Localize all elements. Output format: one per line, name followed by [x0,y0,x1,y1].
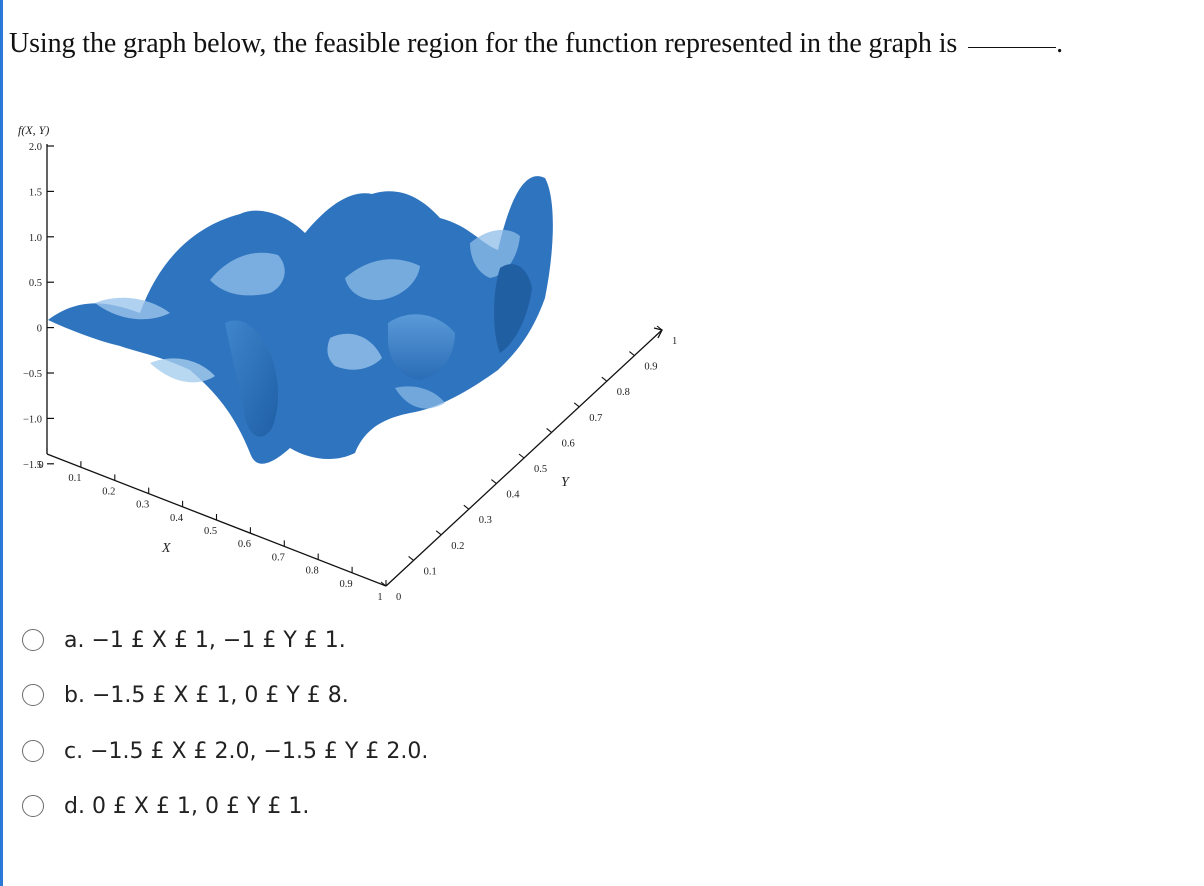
option-b[interactable]: b. −1.5 £ X £ 1, 0 £ Y £ 8. [22,677,349,713]
z-axis-label: f(X, Y) [18,123,49,137]
left-accent-bar [0,0,3,886]
x-tick-label: 0.9 [340,579,353,590]
y-tick-mark [656,325,663,331]
y-tick-label: 0.3 [479,515,492,526]
z-ticks: 2.0 1.5 1.0 0.5 0 −0.5 −1.0 −1.5 [23,142,54,471]
y-tick-mark [491,479,497,485]
surface-light-fold-1 [327,333,382,370]
x-ticks: 0 0.1 0.2 0.3 0.4 0.5 0.6 0.7 0.8 0.9 1 [38,448,387,603]
option-d[interactable]: d. 0 £ X £ 1, 0 £ Y £ 1. [22,788,309,824]
y-tick-label: 0.4 [506,490,520,501]
option-c-label: c. −1.5 £ X £ 2.0, −1.5 £ Y £ 2.0. [64,738,429,764]
option-a-label: a. −1 £ X £ 1, −1 £ Y £ 1. [64,627,346,653]
z-tick-label: 1.0 [29,233,42,244]
option-b-label: b. −1.5 £ X £ 1, 0 £ Y £ 8. [64,682,349,708]
question-end-mark: . [1056,28,1063,59]
radio-d[interactable] [22,795,44,817]
z-tick-label: −1.0 [23,414,42,425]
option-c[interactable]: c. −1.5 £ X £ 2.0, −1.5 £ Y £ 2.0. [22,733,428,769]
surface-dark-fold-1 [225,320,278,437]
surface-light-band-2 [345,259,420,301]
y-tick-mark [518,453,525,459]
y-tick-mark [463,504,470,510]
y-tick-mark [408,555,414,561]
surface-mesh [48,176,553,464]
y-tick-label: 0.9 [644,362,657,373]
surface-dark-fold-3 [494,264,532,353]
surface-plot-figure: 2.0 1.5 1.0 0.5 0 −0.5 −1.0 −1.5 0 0.1 0.2 0.3 0.4 0… [0,108,680,608]
option-d-label: d. 0 £ X £ 1, 0 £ Y £ 1. [64,793,310,819]
z-tick-label: 2.0 [29,142,42,153]
surface-light-fold-3 [395,386,445,409]
y-tick-label: 0.7 [589,413,602,424]
y-tick-label: 0 [396,592,401,603]
x-tick-label: 0.2 [102,486,115,497]
x-tick-label: 0.8 [306,566,319,577]
x-tick-label: 0.4 [170,513,184,524]
y-tick-mark [435,530,442,536]
z-tick-label: 0.5 [29,278,42,289]
surface-light-band-1 [210,252,285,296]
z-tick-label: −1.5 [23,460,42,471]
radio-c[interactable] [22,740,44,762]
radio-a[interactable] [22,629,44,651]
y-tick-label: 0.2 [451,541,464,552]
surface-back-band [48,176,553,464]
question-stem: Using the graph below, the feasible regi… [9,28,958,59]
z-tick-label: 0 [37,324,42,335]
surface-dark-fold-2 [388,314,455,380]
y-ticks: 0 0.1 0.2 0.3 0.4 0.5 0.6 0.7 0.8 0.9 1 [380,325,677,603]
y-tick-mark [546,427,552,433]
x-tick-label: 0.1 [68,473,81,484]
y-tick-label: 0.1 [424,566,437,577]
y-tick-mark [629,351,635,357]
surface-light-band-4 [95,297,170,320]
y-tick-label: 0.5 [534,464,547,475]
y-tick-mark [601,376,608,382]
radio-b[interactable] [22,684,44,706]
question-text: Using the graph below, the feasible regi… [9,28,1063,60]
z-tick-label: 1.5 [29,187,42,198]
x-tick-label: 0.5 [204,526,217,537]
y-tick-mark [380,581,387,587]
x-tick-label: 0.3 [136,500,149,511]
x-tick-label: 0.6 [238,539,251,550]
x-tick-label: 0.7 [272,552,285,563]
x-tick-label: 0 [38,460,43,471]
option-a[interactable]: a. −1 £ X £ 1, −1 £ Y £ 1. [22,622,346,658]
y-axis-label: Y [561,475,571,490]
z-tick-label: −0.5 [23,369,42,380]
x-tick-label: 1 [377,592,382,603]
surface-light-fold-2 [150,358,215,383]
y-tick-mark [573,402,580,408]
y-tick-label: 1 [672,336,677,347]
answer-blank [968,46,1057,48]
x-axis-label: X [161,541,171,556]
y-tick-label: 0.8 [617,387,630,398]
y-tick-label: 0.6 [562,438,575,449]
surface-plot: 2.01.51.00.50−0.5−1.0−1.5 00.10.20.30.40… [18,123,677,603]
